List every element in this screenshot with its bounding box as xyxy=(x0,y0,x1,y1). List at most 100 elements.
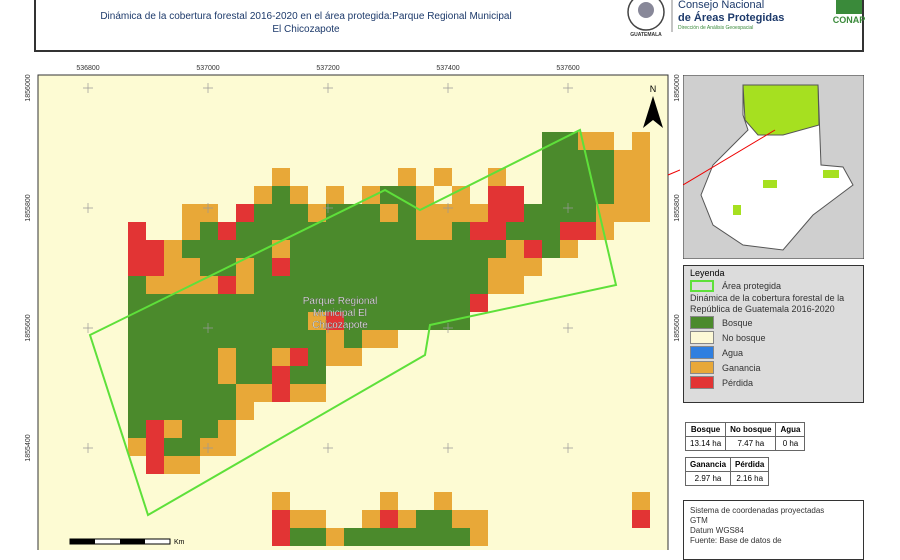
raster-cell xyxy=(470,276,488,294)
raster-cell xyxy=(236,222,254,240)
raster-cell xyxy=(272,348,290,366)
grid-cross xyxy=(83,323,93,333)
raster-cell xyxy=(290,222,308,240)
conap-line1: Consejo Nacional xyxy=(678,0,764,11)
legend-label: No bosque xyxy=(722,332,766,343)
raster-cell xyxy=(254,366,272,384)
raster-cell xyxy=(380,240,398,258)
raster-cell xyxy=(164,366,182,384)
raster-cell xyxy=(452,204,470,222)
grid-cross xyxy=(203,443,213,453)
y-coord: 1855400 xyxy=(25,434,32,461)
scale-unit: Km xyxy=(174,539,185,546)
grid-cross xyxy=(83,83,93,93)
raster-cell xyxy=(452,222,470,240)
raster-cell xyxy=(362,276,380,294)
conap-line2: de Áreas Protegidas xyxy=(678,11,784,24)
raster-cell xyxy=(452,312,470,330)
raster-cell xyxy=(164,312,182,330)
raster-cell xyxy=(290,348,308,366)
raster-cell xyxy=(434,510,452,528)
raster-cell xyxy=(254,276,272,294)
raster-cell xyxy=(254,348,272,366)
raster-cell xyxy=(506,240,524,258)
raster-cell xyxy=(200,294,218,312)
raster-cell xyxy=(182,258,200,276)
raster-cell xyxy=(542,204,560,222)
raster-cell xyxy=(326,240,344,258)
grid-cross xyxy=(83,443,93,453)
credits: Sistema de coordenadas proyectadas GTM Dat… xyxy=(683,500,864,560)
grid-cross xyxy=(203,323,213,333)
raster-cell xyxy=(398,276,416,294)
legend: Leyenda Área protegida Dinámica de la co… xyxy=(683,265,864,403)
legend-swatch xyxy=(690,376,714,389)
raster-cell xyxy=(470,294,488,312)
table-header: Agua xyxy=(775,422,806,437)
raster-cell xyxy=(146,456,164,474)
table-header-row: Bosque No bosque Agua xyxy=(684,422,806,437)
grid-cross xyxy=(563,443,573,453)
raster-cell xyxy=(560,222,578,240)
raster-cell xyxy=(434,168,452,186)
grid-cross xyxy=(443,323,453,333)
raster-cell xyxy=(362,312,380,330)
area-label: Parque Regional Municipal El Chicozapote xyxy=(303,296,378,331)
raster-cell xyxy=(452,528,470,546)
raster-cell xyxy=(380,294,398,312)
raster-cell xyxy=(344,276,362,294)
raster-cell xyxy=(344,330,362,348)
raster-cell xyxy=(434,204,452,222)
raster-cell xyxy=(146,276,164,294)
legend-title: Leyenda xyxy=(690,268,725,278)
grid-cross xyxy=(563,83,573,93)
raster-cell xyxy=(632,510,650,528)
protected-area xyxy=(88,128,618,517)
raster-cell xyxy=(416,258,434,276)
raster-cell xyxy=(182,312,200,330)
raster-cell xyxy=(326,312,344,330)
grid-cross xyxy=(443,203,453,213)
credit-line: GTM xyxy=(690,516,708,525)
table-header: Ganancia xyxy=(684,457,732,472)
table: Bosque No bosque Agua 13.14 ha 7.47 ha 0 ha xyxy=(684,422,806,451)
raster-cell xyxy=(362,240,380,258)
raster-cell xyxy=(326,186,344,204)
raster-cell xyxy=(380,258,398,276)
raster-cell xyxy=(128,420,146,438)
raster-cell xyxy=(326,258,344,276)
raster-cell xyxy=(380,204,398,222)
raster-cell xyxy=(254,312,272,330)
raster-cell xyxy=(326,276,344,294)
raster-cell xyxy=(182,222,200,240)
legend-label: Ganancia xyxy=(722,362,761,373)
raster-cell xyxy=(290,186,308,204)
protected-zone xyxy=(763,180,777,188)
raster-cell xyxy=(362,186,380,204)
raster-cell xyxy=(164,456,182,474)
y-coord: 1856000 xyxy=(25,74,32,101)
raster-cell xyxy=(218,366,236,384)
legend-subtitle: Dinámica de la cobertura forestal de la … xyxy=(690,293,845,314)
raster-cell xyxy=(506,258,524,276)
emblem xyxy=(627,0,665,31)
raster-cell xyxy=(416,240,434,258)
raster-cell xyxy=(506,222,524,240)
raster-cell xyxy=(182,384,200,402)
y-coord-right: 1855600 xyxy=(674,314,680,341)
raster-cell xyxy=(344,258,362,276)
legend-label: Pérdida xyxy=(722,377,754,388)
raster-cell xyxy=(236,312,254,330)
legend-swatch xyxy=(690,346,714,359)
raster-cell xyxy=(236,384,254,402)
raster-cell xyxy=(398,258,416,276)
grid-cross xyxy=(203,83,213,93)
raster-cell xyxy=(146,366,164,384)
raster-cell xyxy=(272,510,290,528)
raster-cell xyxy=(308,276,326,294)
raster-cell xyxy=(308,510,326,528)
raster-cell xyxy=(488,186,506,204)
raster-cell xyxy=(434,258,452,276)
header: Dinámica de la cobertura forestal 2016-2… xyxy=(34,0,865,52)
scale-seg xyxy=(70,539,95,544)
